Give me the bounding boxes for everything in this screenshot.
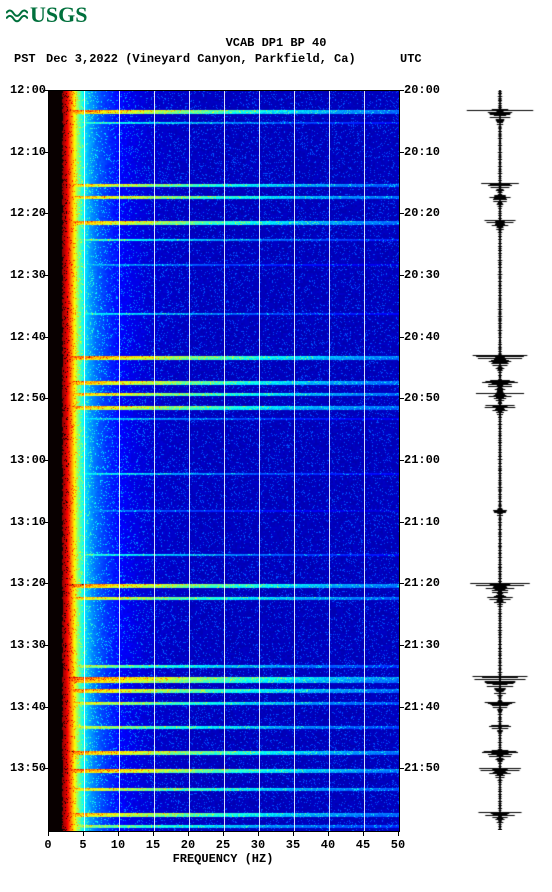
usgs-wave-icon (6, 6, 28, 24)
x-tick-label: 10 (111, 838, 125, 852)
spectrogram-plot (48, 90, 400, 832)
x-tick-label: 30 (251, 838, 265, 852)
y-left-tick-label: 13:50 (10, 761, 46, 775)
y-right-tick-label: 20:30 (404, 268, 440, 282)
x-tick-label: 15 (146, 838, 160, 852)
y-right-tick-label: 21:20 (404, 576, 440, 590)
y-left-tick-label: 12:40 (10, 330, 46, 344)
usgs-logo-text: USGS (30, 4, 87, 26)
y-right-tick-label: 20:00 (404, 83, 440, 97)
vertical-gridline (84, 91, 85, 831)
tz-left-label: PST (14, 52, 36, 66)
x-tick-label: 25 (216, 838, 230, 852)
y-right-tick-label: 21:50 (404, 761, 440, 775)
x-tick-label: 0 (44, 838, 51, 852)
y-right-tick-label: 21:30 (404, 638, 440, 652)
waveform-trace (458, 90, 542, 830)
y-right-tick-label: 20:10 (404, 145, 440, 159)
y-right-tick-label: 20:40 (404, 330, 440, 344)
y-right-tick-label: 21:10 (404, 515, 440, 529)
y-right-tick-label: 21:00 (404, 453, 440, 467)
plot-title: VCAB DP1 BP 40 (0, 36, 552, 50)
vertical-gridline (294, 91, 295, 831)
y-left-tick-label: 12:00 (10, 83, 46, 97)
waveform-canvas (458, 90, 542, 830)
vertical-gridline (329, 91, 330, 831)
y-left-tick-label: 13:40 (10, 700, 46, 714)
vertical-gridline (189, 91, 190, 831)
y-right-tick-label: 20:20 (404, 206, 440, 220)
y-right-tick-label: 20:50 (404, 391, 440, 405)
y-left-tick-label: 12:10 (10, 145, 46, 159)
vertical-gridline (364, 91, 365, 831)
vertical-gridline (224, 91, 225, 831)
y-left-tick-label: 13:20 (10, 576, 46, 590)
y-left-tick-label: 12:20 (10, 206, 46, 220)
x-tick-label: 20 (181, 838, 195, 852)
x-tick-label: 45 (356, 838, 370, 852)
vertical-gridline (259, 91, 260, 831)
x-tick-label: 50 (391, 838, 405, 852)
x-tick-label: 5 (79, 838, 86, 852)
tz-right-label: UTC (400, 52, 422, 66)
vertical-gridline (119, 91, 120, 831)
y-left-tick-label: 13:00 (10, 453, 46, 467)
x-tick-label: 35 (286, 838, 300, 852)
y-left-tick-label: 13:30 (10, 638, 46, 652)
vertical-gridline (154, 91, 155, 831)
y-left-tick-label: 13:10 (10, 515, 46, 529)
usgs-logo: USGS (6, 4, 87, 26)
x-axis-title: FREQUENCY (HZ) (48, 852, 398, 866)
y-left-tick-label: 12:50 (10, 391, 46, 405)
x-tick-label: 40 (321, 838, 335, 852)
y-left-tick-label: 12:30 (10, 268, 46, 282)
plot-subtitle: Dec 3,2022 (Vineyard Canyon, Parkfield, … (46, 52, 356, 66)
y-right-tick-label: 21:40 (404, 700, 440, 714)
